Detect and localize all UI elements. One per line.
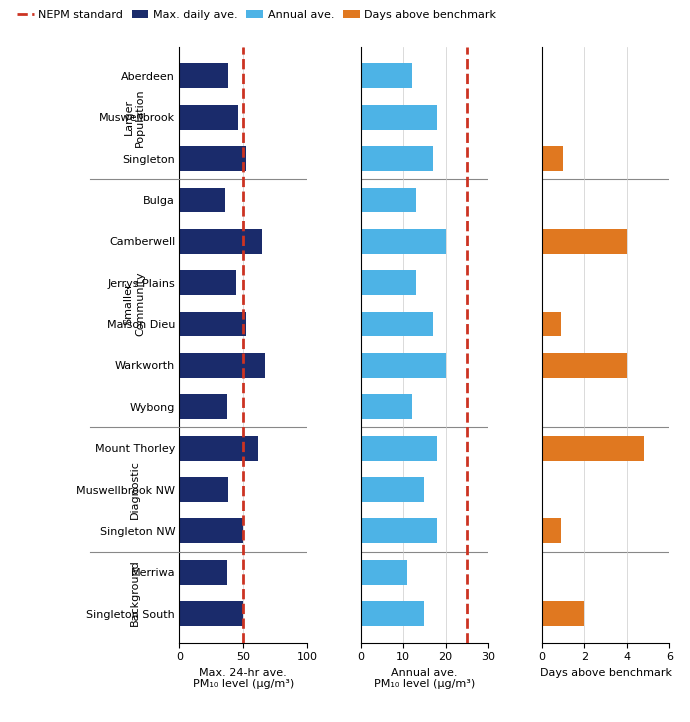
Bar <box>361 146 433 171</box>
Bar <box>361 394 412 419</box>
Bar <box>542 229 627 253</box>
Bar <box>542 518 561 543</box>
Bar <box>361 601 424 626</box>
Bar <box>361 560 407 585</box>
Bar <box>179 601 243 626</box>
Bar <box>179 229 262 253</box>
Bar <box>179 105 238 130</box>
Text: Diagnostic: Diagnostic <box>130 460 139 519</box>
Bar <box>542 601 584 626</box>
Bar <box>361 312 433 336</box>
X-axis label: Annual ave.
PM₁₀ level (μg/m³): Annual ave. PM₁₀ level (μg/m³) <box>374 668 475 690</box>
Bar <box>179 394 226 419</box>
Bar <box>179 146 246 171</box>
X-axis label: Days above benchmark: Days above benchmark <box>540 668 671 678</box>
Text: Background: Background <box>130 560 139 626</box>
Bar <box>361 229 446 253</box>
Bar <box>361 64 412 88</box>
Bar <box>179 477 228 502</box>
Bar <box>361 436 437 461</box>
Bar <box>361 353 446 378</box>
Text: Larger
Population: Larger Population <box>124 88 146 147</box>
Bar <box>179 312 246 336</box>
Bar <box>361 518 437 543</box>
Bar <box>361 270 416 295</box>
Text: Smaller
Community: Smaller Community <box>124 271 146 336</box>
Legend: NEPM standard, Max. daily ave., Annual ave., Days above benchmark: NEPM standard, Max. daily ave., Annual a… <box>12 6 500 25</box>
Bar <box>542 146 563 171</box>
Bar <box>542 353 627 378</box>
Bar <box>179 270 235 295</box>
Bar <box>179 353 265 378</box>
Bar <box>361 477 424 502</box>
Bar <box>179 188 226 212</box>
Bar <box>179 436 259 461</box>
X-axis label: Max. 24-hr ave.
PM₁₀ level (μg/m³): Max. 24-hr ave. PM₁₀ level (μg/m³) <box>193 668 294 690</box>
Bar <box>179 518 243 543</box>
Bar <box>179 560 226 585</box>
Bar <box>542 436 644 461</box>
Bar <box>361 188 416 212</box>
Bar <box>179 64 228 88</box>
Bar <box>542 312 561 336</box>
Bar <box>361 105 437 130</box>
